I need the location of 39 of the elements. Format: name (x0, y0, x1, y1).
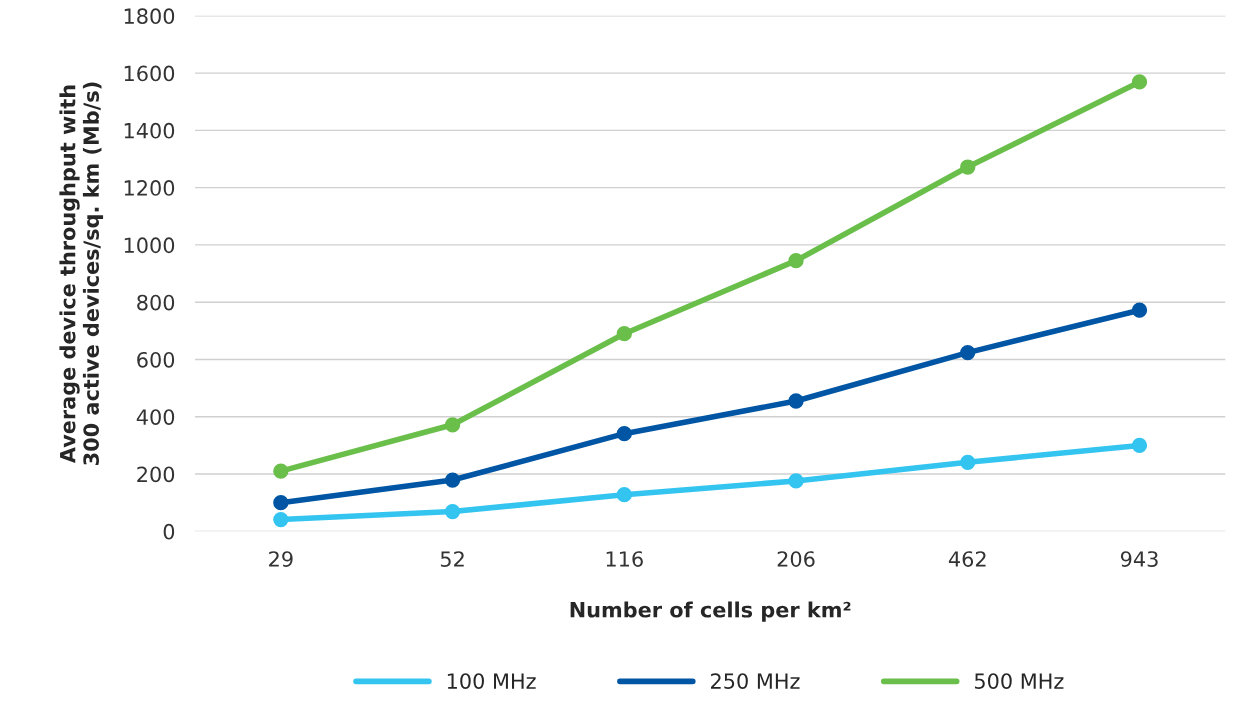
point (616, 326, 632, 342)
x-tick-label: 206 (777, 551, 815, 567)
x-tick-label: 116 (606, 551, 643, 567)
y-tick-label: 1000 (124, 237, 175, 254)
point (273, 511, 289, 528)
x-tick-label: 462 (948, 551, 986, 567)
x-tick-label: 943 (1120, 551, 1158, 567)
x-axis-title: Number of cells per km² (570, 601, 851, 622)
point (1131, 302, 1148, 318)
y-axis-title: Average device throughput with 300 active devices/sq. km (Mb/s) (59, 82, 104, 465)
point (616, 426, 632, 442)
y-tick-label: 1200 (124, 180, 175, 196)
point (1131, 437, 1148, 454)
legend-label: 100 MHz (447, 673, 536, 689)
y-tick-label: 800 (137, 294, 175, 311)
y-tick-label: 200 (137, 466, 175, 483)
point (273, 495, 289, 511)
point (444, 503, 461, 520)
point (616, 487, 632, 503)
y-tick-label: 1800 (124, 8, 175, 25)
y-tick-label: 400 (136, 409, 175, 425)
y-tick-label: 0 (163, 523, 175, 540)
point (960, 159, 976, 175)
y-tick-label: 1400 (124, 122, 175, 139)
legend-label: 500 MHz (974, 673, 1064, 689)
point (960, 344, 976, 361)
y-tick-label: 1600 (124, 65, 175, 82)
point (444, 417, 461, 433)
point (788, 473, 804, 489)
point (788, 253, 804, 269)
x-tick-label: 29 (269, 551, 293, 567)
point (444, 472, 461, 488)
legend-label: 250 MHz (711, 673, 800, 689)
x-tick-label: 52 (440, 551, 464, 567)
point (788, 393, 804, 409)
point (960, 454, 976, 470)
point (1131, 74, 1148, 90)
point (273, 463, 289, 479)
y-tick-label: 600 (137, 351, 175, 368)
